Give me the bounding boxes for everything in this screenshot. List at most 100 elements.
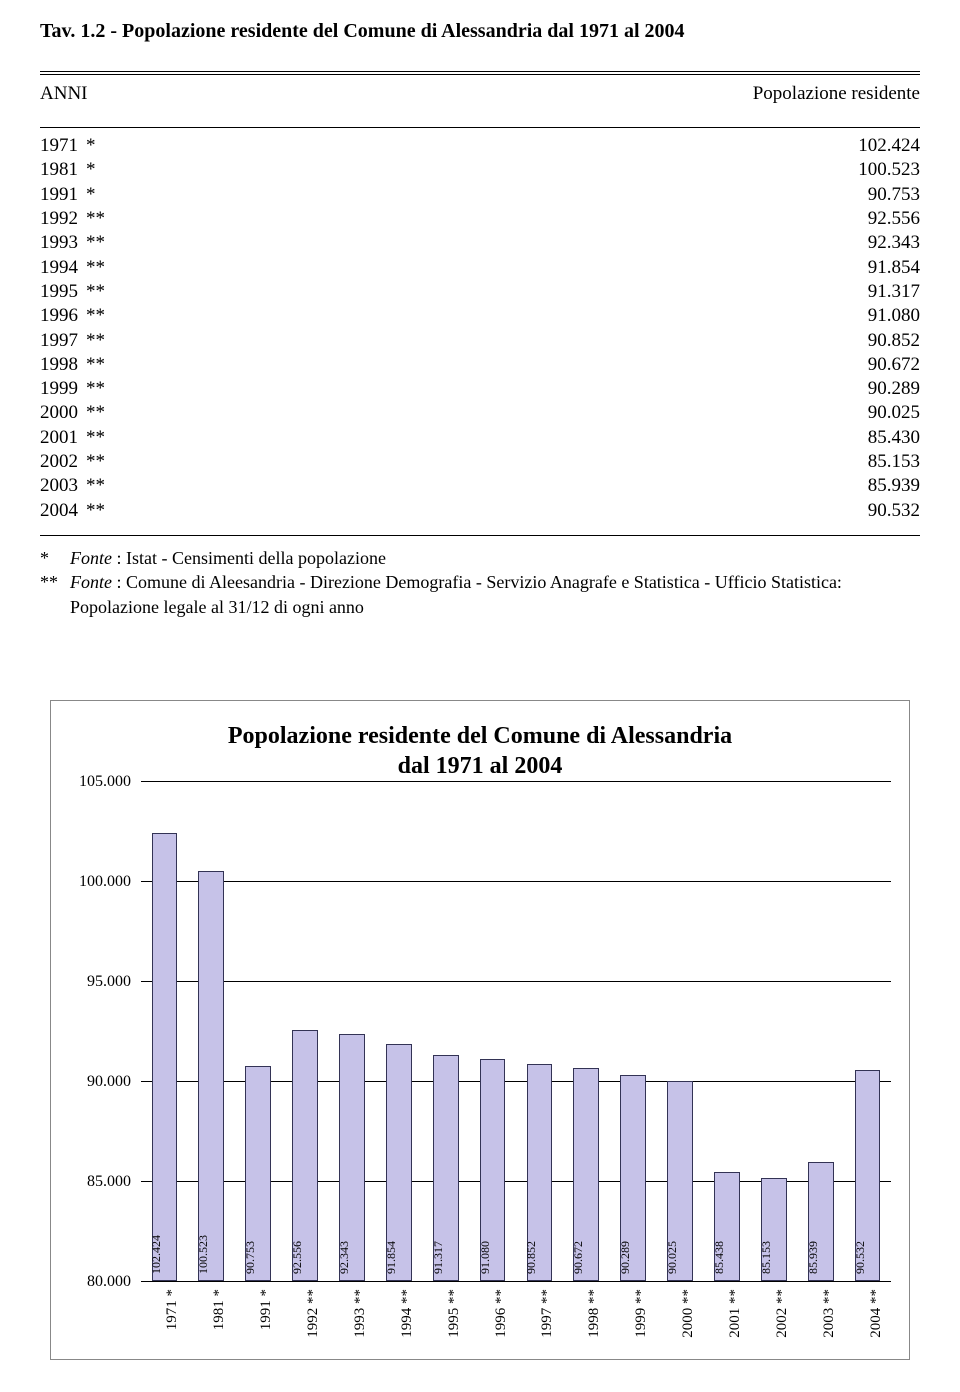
cell-mark: ** xyxy=(86,256,116,280)
chart-bar: 100.523 xyxy=(198,871,224,1281)
chart-title-line-2: dal 1971 al 2004 xyxy=(51,751,909,781)
cell-value: 85.153 xyxy=(830,450,920,474)
y-tick-label: 90.000 xyxy=(87,1073,131,1091)
footnote-2: ** Fonte : Comune di Aleesandria - Direz… xyxy=(40,570,920,594)
cell-year: 1994 xyxy=(40,256,86,280)
table-row: 1971*102.424 xyxy=(40,134,920,158)
page-title: Tav. 1.2 - Popolazione residente del Com… xyxy=(40,20,920,43)
table-row: 1981*100.523 xyxy=(40,158,920,182)
chart-bar: 90.852 xyxy=(527,1064,553,1281)
gridline: 95.000 xyxy=(141,981,891,982)
table-body: 1971*102.4241981*100.5231991*90.7531992*… xyxy=(40,134,920,523)
cell-year: 1971 xyxy=(40,134,86,158)
col-header-year: ANNI xyxy=(40,83,88,105)
table-row: 1996** 91.080 xyxy=(40,304,920,328)
bar-value-label: 90.753 xyxy=(243,1241,258,1274)
cell-value: 90.532 xyxy=(830,499,920,523)
footnote-1-label: Fonte xyxy=(70,548,112,568)
chart-bar: 102.424 xyxy=(152,833,178,1281)
bar-value-label: 91.317 xyxy=(431,1241,446,1274)
cell-year: 1996 xyxy=(40,304,86,328)
footnote-1-mark: * xyxy=(40,546,70,570)
bar-value-label: 102.424 xyxy=(149,1235,164,1274)
x-tick-label: 1991 * xyxy=(258,1289,275,1330)
cell-year: 1991 xyxy=(40,183,86,207)
cell-year: 1999 xyxy=(40,377,86,401)
chart-bar: 91.854 xyxy=(386,1044,412,1281)
table-row: 2002**85.153 xyxy=(40,450,920,474)
x-tick-label: 1994 ** xyxy=(399,1289,416,1338)
cell-value: 90.025 xyxy=(830,401,920,425)
chart-title: Popolazione residente del Comune di Ales… xyxy=(51,721,909,781)
table-row: 1998**90.672 xyxy=(40,353,920,377)
table-row: 1992**92.556 xyxy=(40,207,920,231)
chart-title-line-1: Popolazione residente del Comune di Ales… xyxy=(228,723,732,749)
cell-value: 90.852 xyxy=(830,329,920,353)
x-tick-label: 2002 ** xyxy=(774,1289,791,1338)
cell-value: 92.556 xyxy=(830,207,920,231)
gridline: 105.000 xyxy=(141,781,891,782)
cell-year: 2004 xyxy=(40,499,86,523)
x-tick-label: 1992 ** xyxy=(305,1289,322,1338)
table-rule-top-1 xyxy=(40,71,920,72)
cell-mark: * xyxy=(86,183,116,207)
chart-bar: 85.153 xyxy=(761,1178,787,1281)
table-row: 2004**90.532 xyxy=(40,499,920,523)
cell-mark: ** xyxy=(86,280,116,304)
bar-value-label: 90.025 xyxy=(665,1241,680,1274)
bar-value-label: 90.852 xyxy=(524,1241,539,1274)
gridline: 100.000 xyxy=(141,881,891,882)
chart-x-labels: 1971 *1981 *1991 *1992 **1993 **1994 **1… xyxy=(141,1281,891,1351)
footnote-2-cont-text: Popolazione legale al 31/12 di ogni anno xyxy=(70,595,364,619)
table-row: 2001**85.430 xyxy=(40,426,920,450)
y-tick-label: 105.000 xyxy=(79,773,131,791)
cell-value: 91.080 xyxy=(830,304,920,328)
table-row: 1993** 92.343 xyxy=(40,231,920,255)
cell-year: 1992 xyxy=(40,207,86,231)
bar-value-label: 90.672 xyxy=(571,1241,586,1274)
bar-value-label: 85.438 xyxy=(712,1241,727,1274)
cell-year: 2000 xyxy=(40,401,86,425)
chart-bar: 85.438 xyxy=(714,1172,740,1281)
cell-mark: ** xyxy=(86,304,116,328)
chart-bar: 91.317 xyxy=(433,1055,459,1281)
chart-bar: 90.753 xyxy=(245,1066,271,1281)
table-row: 1994**91.854 xyxy=(40,256,920,280)
y-tick-label: 85.000 xyxy=(87,1173,131,1191)
cell-value: 90.753 xyxy=(830,183,920,207)
cell-mark: ** xyxy=(86,401,116,425)
chart-plot-area: 80.00085.00090.00095.000100.000105.00010… xyxy=(141,781,891,1281)
cell-year: 2003 xyxy=(40,474,86,498)
cell-mark: ** xyxy=(86,231,116,255)
footnote-2-mark: ** xyxy=(40,570,70,594)
x-tick-label: 1996 ** xyxy=(493,1289,510,1338)
chart-bar: 90.025 xyxy=(667,1081,693,1282)
x-tick-label: 2001 ** xyxy=(727,1289,744,1338)
y-tick-label: 80.000 xyxy=(87,1273,131,1291)
chart-bar: 90.532 xyxy=(855,1070,881,1281)
footnote-1: * Fonte : Istat - Censimenti della popol… xyxy=(40,546,920,570)
x-tick-label: 1997 ** xyxy=(539,1289,556,1338)
table-row: 2003** 85.939 xyxy=(40,474,920,498)
bar-value-label: 100.523 xyxy=(196,1235,211,1274)
x-tick-label: 2004 ** xyxy=(868,1289,885,1338)
footnotes: * Fonte : Istat - Censimenti della popol… xyxy=(40,546,920,619)
x-tick-label: 1993 ** xyxy=(352,1289,369,1338)
cell-value: 91.317 xyxy=(830,280,920,304)
x-tick-label: 1981 * xyxy=(211,1289,228,1330)
cell-value: 85.939 xyxy=(830,474,920,498)
table-row: 1999**90.289 xyxy=(40,377,920,401)
bar-value-label: 85.939 xyxy=(806,1241,821,1274)
bar-value-label: 90.532 xyxy=(853,1241,868,1274)
cell-year: 2002 xyxy=(40,450,86,474)
chart-bar: 92.556 xyxy=(292,1030,318,1281)
cell-value: 90.289 xyxy=(830,377,920,401)
cell-mark: ** xyxy=(86,474,116,498)
bar-value-label: 92.343 xyxy=(337,1241,352,1274)
table-row: 2000** 90.025 xyxy=(40,401,920,425)
footnote-2-cont: Popolazione legale al 31/12 di ogni anno xyxy=(40,595,920,619)
cell-value: 100.523 xyxy=(830,158,920,182)
cell-year: 1997 xyxy=(40,329,86,353)
cell-year: 1993 xyxy=(40,231,86,255)
cell-value: 92.343 xyxy=(830,231,920,255)
